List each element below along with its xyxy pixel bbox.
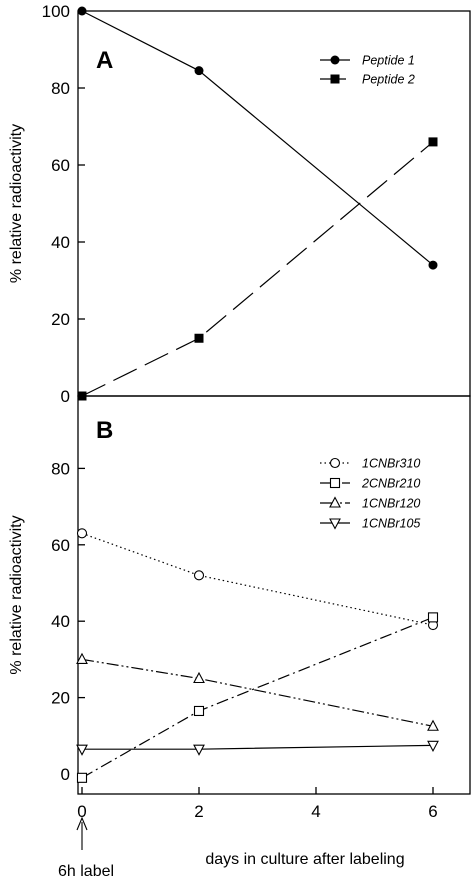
data-point-A-1 — [428, 137, 438, 147]
panel-label-B: B — [96, 417, 113, 444]
legend-label-B-1: 2CNBr210 — [361, 477, 420, 491]
data-point-B-0 — [76, 528, 88, 539]
legend-label-B-0: 1CNBr310 — [362, 457, 420, 471]
annotation-arrow-head — [76, 816, 88, 831]
y-tick-label-B: 80 — [51, 459, 70, 478]
panel-label-A: A — [96, 47, 113, 74]
data-point-B-3 — [193, 744, 205, 756]
y-tick-label-B: 60 — [51, 536, 70, 555]
legend-marker-B-3 — [329, 518, 341, 530]
y-tick-label-A: 80 — [51, 79, 70, 98]
series-line-B-0 — [81, 532, 434, 626]
data-point-B-0 — [193, 570, 205, 581]
legend-marker-A-1 — [330, 74, 340, 84]
legend-marker-B-0 — [329, 457, 341, 469]
y-tick-label-B: 20 — [51, 689, 70, 708]
y-tick-label-A: 40 — [51, 233, 70, 252]
data-point-B-2 — [76, 652, 88, 664]
data-point-B-2 — [427, 719, 439, 731]
data-point-A-1 — [194, 333, 204, 343]
data-point-A-0 — [428, 260, 438, 270]
legend-marker-B-1 — [329, 477, 341, 489]
panel-B-frame — [77, 395, 471, 795]
y-tick-label-A: 60 — [51, 156, 70, 175]
series-line-A-1 — [81, 141, 434, 397]
x-tick-label-B: 0 — [77, 802, 86, 821]
legend-label-B-3: 1CNBr105 — [362, 517, 420, 531]
x-axis-label: days in culture after labeling — [205, 851, 404, 868]
legend-marker-A-0 — [330, 55, 340, 65]
y-axis-label-B: % relative radioactivity — [8, 515, 25, 674]
data-point-B-1 — [76, 772, 88, 783]
data-point-B-1 — [427, 612, 439, 623]
series-line-B-1 — [81, 616, 434, 779]
series-line-A-0 — [81, 10, 434, 266]
y-tick-label-B: 0 — [61, 765, 70, 784]
data-point-A-0 — [194, 66, 204, 76]
y-tick-label-A: 100 — [42, 2, 70, 21]
legend-label-A-1: Peptide 2 — [362, 73, 415, 87]
data-point-B-3 — [427, 740, 439, 753]
series-line-B-2 — [81, 658, 434, 727]
annotation-label: 6h label — [58, 863, 114, 879]
y-tick-label-A: 20 — [51, 310, 70, 329]
y-axis-label-A: % relative radioactivity — [8, 124, 25, 283]
panel-A-frame — [77, 10, 471, 397]
x-tick-label-B: 6 — [428, 802, 437, 821]
legend-label-A-0: Peptide 1 — [362, 54, 415, 68]
x-tick-label-B: 4 — [311, 802, 320, 821]
legend-label-B-2: 1CNBr120 — [362, 497, 420, 511]
y-tick-label-A: 0 — [61, 387, 70, 406]
x-tick-label-B: 2 — [194, 802, 203, 821]
y-tick-label-B: 40 — [51, 612, 70, 631]
data-point-B-3 — [76, 744, 88, 756]
data-point-B-2 — [193, 671, 205, 684]
data-point-A-0 — [77, 6, 87, 16]
legend-marker-B-2 — [329, 496, 341, 508]
data-point-B-1 — [193, 705, 205, 717]
